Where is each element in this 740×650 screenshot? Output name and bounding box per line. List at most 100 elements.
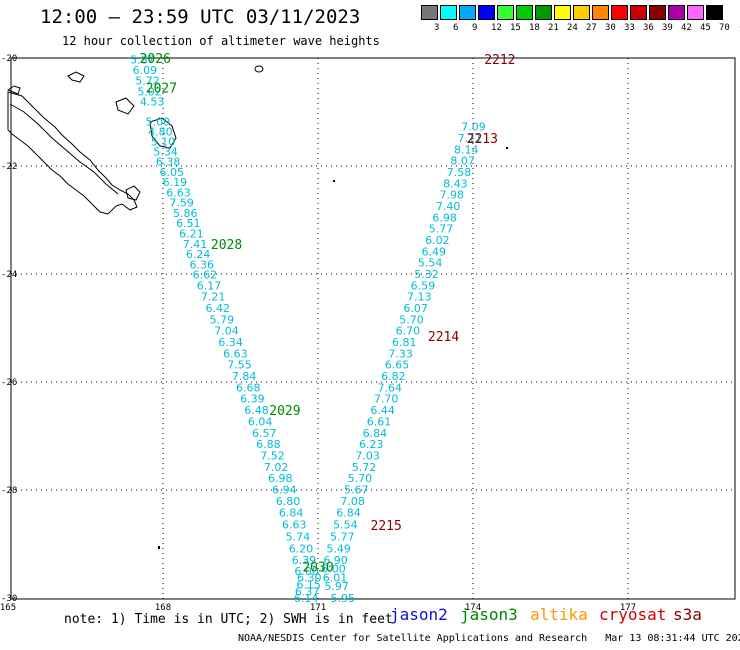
legend-label: 24 xyxy=(567,23,578,33)
map-title: 12:00 — 23:59 UTC 03/11/2023 xyxy=(40,6,361,28)
swh-value: 6.42 xyxy=(206,302,231,315)
legend-label: 70 xyxy=(719,23,730,33)
swh-value: 6.23 xyxy=(359,438,384,451)
graticule xyxy=(11,58,735,599)
legend-label: 45 xyxy=(700,23,711,33)
legend-label: 3 xyxy=(434,23,440,33)
swh-value: 5.67 xyxy=(344,483,369,496)
lon-tick-label: 171 xyxy=(310,603,326,613)
swh-value: 6.14 xyxy=(294,592,319,605)
legend-label: 36 xyxy=(643,23,654,33)
swh-value: 5.72 xyxy=(352,461,377,474)
swh-value: 7.08 xyxy=(340,495,365,508)
swh-value: 5.87 xyxy=(130,54,155,67)
lat-tick-label: -22 xyxy=(1,162,17,172)
swh-value: 7.52 xyxy=(260,449,285,462)
swh-value: 5.72 xyxy=(135,75,160,88)
loyalty-mare xyxy=(149,117,177,149)
swh-value: 4.80 xyxy=(148,125,173,138)
islet-b xyxy=(506,147,508,149)
swh-value: 6.84 xyxy=(279,507,304,520)
swh-value: 6.57 xyxy=(252,427,277,440)
pass-number: 2215 xyxy=(371,519,402,534)
swh-value: 6.49 xyxy=(421,245,446,258)
legend-label: 12 xyxy=(491,23,502,33)
satellite-name: s3a xyxy=(673,605,702,624)
swh-value: 5.49 xyxy=(326,542,351,555)
map-subtitle: 12 hour collection of altimeter wave hei… xyxy=(62,34,380,48)
pass-number: 2028 xyxy=(211,238,242,253)
swh-value: 6.70 xyxy=(396,325,421,338)
legend-swatch xyxy=(421,5,438,20)
swh-value: 6.37 xyxy=(295,586,320,599)
swh-value: 6.30 xyxy=(297,571,322,584)
satellite-name: altika xyxy=(530,605,588,624)
swh-value: 5.77 xyxy=(429,223,454,236)
coastlines xyxy=(6,65,508,549)
swh-value: 6.17 xyxy=(197,279,222,292)
swh-value: 6.88 xyxy=(256,438,281,451)
swh-value: 6.04 xyxy=(248,415,273,428)
legend-swatch xyxy=(706,5,723,20)
swh-value: 8.14 xyxy=(454,143,479,156)
legend-swatch xyxy=(478,5,495,20)
legend-label: 42 xyxy=(681,23,692,33)
swh-value: 6.90 xyxy=(323,554,348,567)
pass-number: 2212 xyxy=(484,53,515,68)
pass-number: 2030 xyxy=(302,561,333,576)
swh-value: 7.58 xyxy=(447,166,472,179)
swh-value: 6.07 xyxy=(403,302,428,315)
legend-swatch xyxy=(516,5,533,20)
swh-value: 6.98 xyxy=(268,472,293,485)
credit-line: NOAA/NESDIS Center for Satellite Applica… xyxy=(238,633,740,644)
swh-value: 6.09 xyxy=(133,64,158,77)
swh-value: 6.21 xyxy=(179,228,204,241)
swh-value: 6.94 xyxy=(272,483,297,496)
legend-swatch xyxy=(592,5,609,20)
swh-value: 6.38 xyxy=(156,156,181,169)
legend-label: 6 xyxy=(453,23,459,33)
pass-number: 2027 xyxy=(146,82,177,97)
swh-value: 5.79 xyxy=(210,313,235,326)
legend-swatch xyxy=(459,5,476,20)
swh-value: 6.63 xyxy=(166,186,191,199)
swh-value: 6.84 xyxy=(363,427,388,440)
swh-value: 6.82 xyxy=(381,370,406,383)
swh-value: 6.81 xyxy=(392,336,417,349)
swh-value: 6.20 xyxy=(289,542,314,555)
swh-value: 7.59 xyxy=(169,197,194,210)
swh-value: 6.59 xyxy=(411,279,436,292)
legend-label: 27 xyxy=(586,23,597,33)
swh-value: 6.62 xyxy=(193,269,218,282)
swh-value: 7.41 xyxy=(183,238,208,251)
swh-value: 6.19 xyxy=(163,176,188,189)
legend-swatch xyxy=(630,5,647,20)
swh-value: 6.80 xyxy=(276,495,301,508)
pass-number: 2213 xyxy=(467,132,498,147)
swh-value: 6.24 xyxy=(186,248,211,261)
swh-value: 6.48 xyxy=(244,404,269,417)
swh-value: 7.64 xyxy=(378,381,403,394)
swh-value: 7.09 xyxy=(461,121,486,134)
loyalty-lifou xyxy=(115,97,135,115)
legend-label: 30 xyxy=(605,23,616,33)
swh-value: 8.07 xyxy=(450,155,475,168)
legend-swatch xyxy=(573,5,590,20)
new-caledonia-coast xyxy=(7,91,138,215)
pass-number: 2026 xyxy=(140,52,171,67)
new-caledonia-inner-reef xyxy=(9,103,119,195)
legend-label: 18 xyxy=(529,23,540,33)
lat-tick-label: -30 xyxy=(1,594,17,604)
swh-value: 7.21 xyxy=(201,291,226,304)
swh-value: 5.02 xyxy=(137,85,162,98)
legend-label: 33 xyxy=(624,23,635,33)
islet-a xyxy=(333,180,335,182)
legend-swatch xyxy=(554,5,571,20)
swh-value: 6.51 xyxy=(176,217,201,230)
legend-label: 9 xyxy=(472,23,478,33)
belep-islands xyxy=(6,85,21,95)
swh-value: 5.34 xyxy=(153,145,178,158)
swh-value: 6.98 xyxy=(432,211,457,224)
map-frame xyxy=(10,57,736,600)
